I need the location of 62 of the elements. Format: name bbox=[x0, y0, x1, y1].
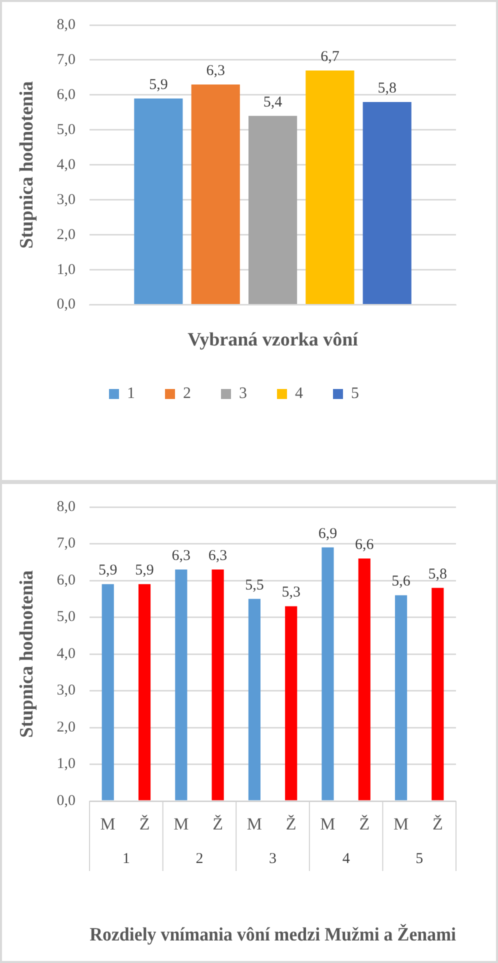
legend-label: 3 bbox=[239, 385, 247, 402]
legend-label: 4 bbox=[295, 385, 303, 402]
data-label: 5,8 bbox=[378, 80, 396, 96]
y-tick-label: 5,0 bbox=[56, 122, 76, 138]
x-tick-label: M bbox=[174, 814, 189, 834]
text: 1 bbox=[122, 850, 130, 867]
y-tick-label: 4,0 bbox=[56, 646, 76, 662]
data-label: 6,9 bbox=[318, 526, 338, 542]
y-tick-label: 4,0 bbox=[56, 156, 76, 173]
x-tick-label: Ž bbox=[359, 814, 370, 834]
y-tick-label: 2,0 bbox=[56, 719, 76, 736]
y-tick-label: 6,0 bbox=[56, 86, 76, 103]
x-tick-label: M bbox=[100, 814, 116, 834]
bar bbox=[134, 98, 183, 304]
y-tick-label: 3,0 bbox=[56, 192, 76, 208]
data-label: 5,6 bbox=[392, 574, 411, 590]
bar bbox=[191, 84, 240, 304]
y-axis-title: Stupnica hodnotenia bbox=[16, 570, 38, 738]
data-label: 5,4 bbox=[263, 94, 283, 110]
x-tick-label: Ž bbox=[139, 814, 150, 834]
data-label: 6,3 bbox=[172, 548, 191, 564]
y-tick-label: 1,0 bbox=[56, 262, 76, 278]
legend-label: 5 bbox=[351, 385, 359, 402]
legend-label: 1 bbox=[127, 385, 135, 402]
data-label: 5,3 bbox=[282, 584, 300, 601]
data-label: 5,8 bbox=[428, 566, 448, 582]
text: 2 bbox=[196, 850, 204, 867]
y-tick-label: 1,0 bbox=[56, 756, 76, 772]
bar bbox=[362, 102, 412, 304]
x-tick-label: M bbox=[246, 814, 262, 834]
bar bbox=[306, 70, 354, 304]
y-tick-label: 8,0 bbox=[56, 16, 76, 33]
x-tick-label: Ž bbox=[212, 814, 224, 834]
y-axis-title: Stupnica hodnotenia bbox=[16, 80, 38, 249]
data-label: 6,3 bbox=[208, 548, 228, 564]
y-tick-label: 3,0 bbox=[56, 682, 76, 699]
data-label: 5,9 bbox=[98, 562, 118, 579]
text: 4 bbox=[342, 850, 350, 867]
data-label: 5,9 bbox=[149, 76, 168, 93]
x-axis-title: Rozdiely vnímania vôní medzi Mužmi a Ženami bbox=[90, 923, 456, 945]
y-tick-label: 0,0 bbox=[56, 296, 76, 313]
x-tick-label: Ž bbox=[286, 814, 296, 834]
data-label: 6,7 bbox=[320, 48, 340, 65]
text: 5 bbox=[416, 850, 424, 867]
text: 3 bbox=[269, 850, 277, 867]
x-tick-label: M bbox=[320, 814, 336, 834]
x-axis-title: Vybraná vzorka vôní bbox=[188, 330, 359, 351]
y-tick-label: 0,0 bbox=[56, 792, 76, 809]
y-tick-label: 5,0 bbox=[56, 609, 76, 626]
x-tick-label: Ž bbox=[432, 814, 443, 834]
x-tick-label: M bbox=[393, 814, 409, 834]
data-label: 6,6 bbox=[355, 536, 374, 553]
data-label: 5,9 bbox=[135, 562, 154, 579]
y-tick-label: 7,0 bbox=[56, 52, 76, 68]
legend-label: 2 bbox=[183, 385, 191, 402]
y-tick-label: 7,0 bbox=[56, 536, 76, 552]
data-label: 6,3 bbox=[206, 62, 225, 79]
y-tick-label: 6,0 bbox=[56, 572, 76, 588]
y-tick-label: 8,0 bbox=[56, 498, 76, 515]
y-tick-label: 2,0 bbox=[56, 226, 76, 243]
data-label: 5,5 bbox=[245, 577, 264, 594]
bar bbox=[248, 116, 298, 304]
